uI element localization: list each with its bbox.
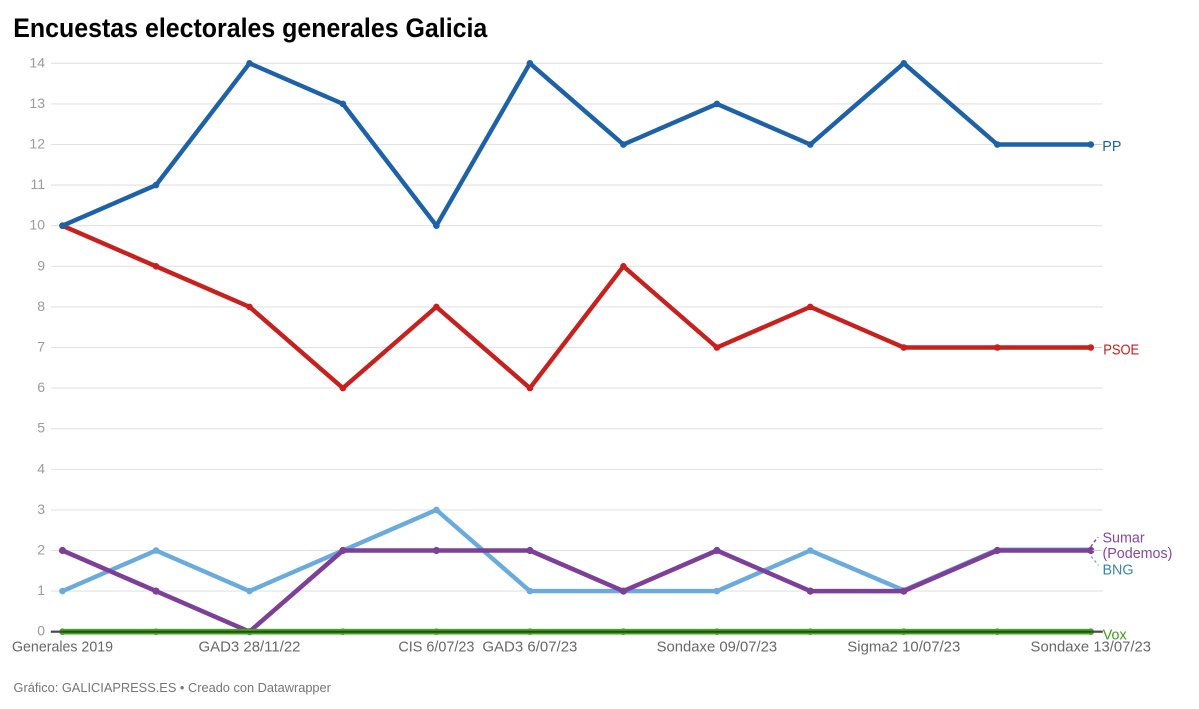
svg-text:GAD3 28/11/22: GAD3 28/11/22: [199, 638, 301, 655]
svg-text:12: 12: [29, 136, 45, 152]
svg-text:Gráfico: GALICIAPRESS.ES • Cre: Gráfico: GALICIAPRESS.ES • Creado con Da…: [14, 680, 332, 695]
svg-text:1: 1: [37, 582, 45, 598]
svg-text:7: 7: [37, 339, 45, 355]
svg-text:13: 13: [29, 95, 45, 111]
svg-text:4: 4: [37, 460, 45, 476]
svg-text:CIS 6/07/23: CIS 6/07/23: [398, 638, 474, 655]
svg-text:PSOE: PSOE: [1103, 343, 1139, 359]
svg-text:0: 0: [37, 623, 45, 639]
svg-text:Sondaxe 09/07/23: Sondaxe 09/07/23: [657, 638, 778, 655]
svg-text:Sumar: Sumar: [1103, 531, 1145, 547]
svg-text:Sigma2 10/07/23: Sigma2 10/07/23: [847, 638, 960, 655]
svg-text:BNG: BNG: [1103, 562, 1134, 578]
svg-text:6: 6: [37, 379, 45, 395]
svg-text:8: 8: [37, 298, 45, 314]
svg-text:3: 3: [37, 501, 45, 517]
svg-text:Generales 2019: Generales 2019: [12, 638, 113, 655]
svg-text:10: 10: [29, 217, 45, 233]
svg-text:14: 14: [29, 54, 45, 70]
svg-text:9: 9: [37, 257, 45, 273]
svg-text:(Podemos): (Podemos): [1103, 546, 1173, 562]
svg-text:Sondaxe 13/07/23: Sondaxe 13/07/23: [1031, 638, 1152, 655]
svg-text:GAD3 6/07/23: GAD3 6/07/23: [482, 638, 577, 655]
svg-text:2: 2: [37, 542, 45, 558]
svg-text:Encuestas electorales generale: Encuestas electorales generales Galicia: [13, 13, 488, 43]
svg-text:PP: PP: [1102, 139, 1121, 155]
svg-text:Vox: Vox: [1103, 627, 1127, 643]
svg-text:11: 11: [30, 176, 45, 192]
svg-text:5: 5: [37, 420, 45, 436]
